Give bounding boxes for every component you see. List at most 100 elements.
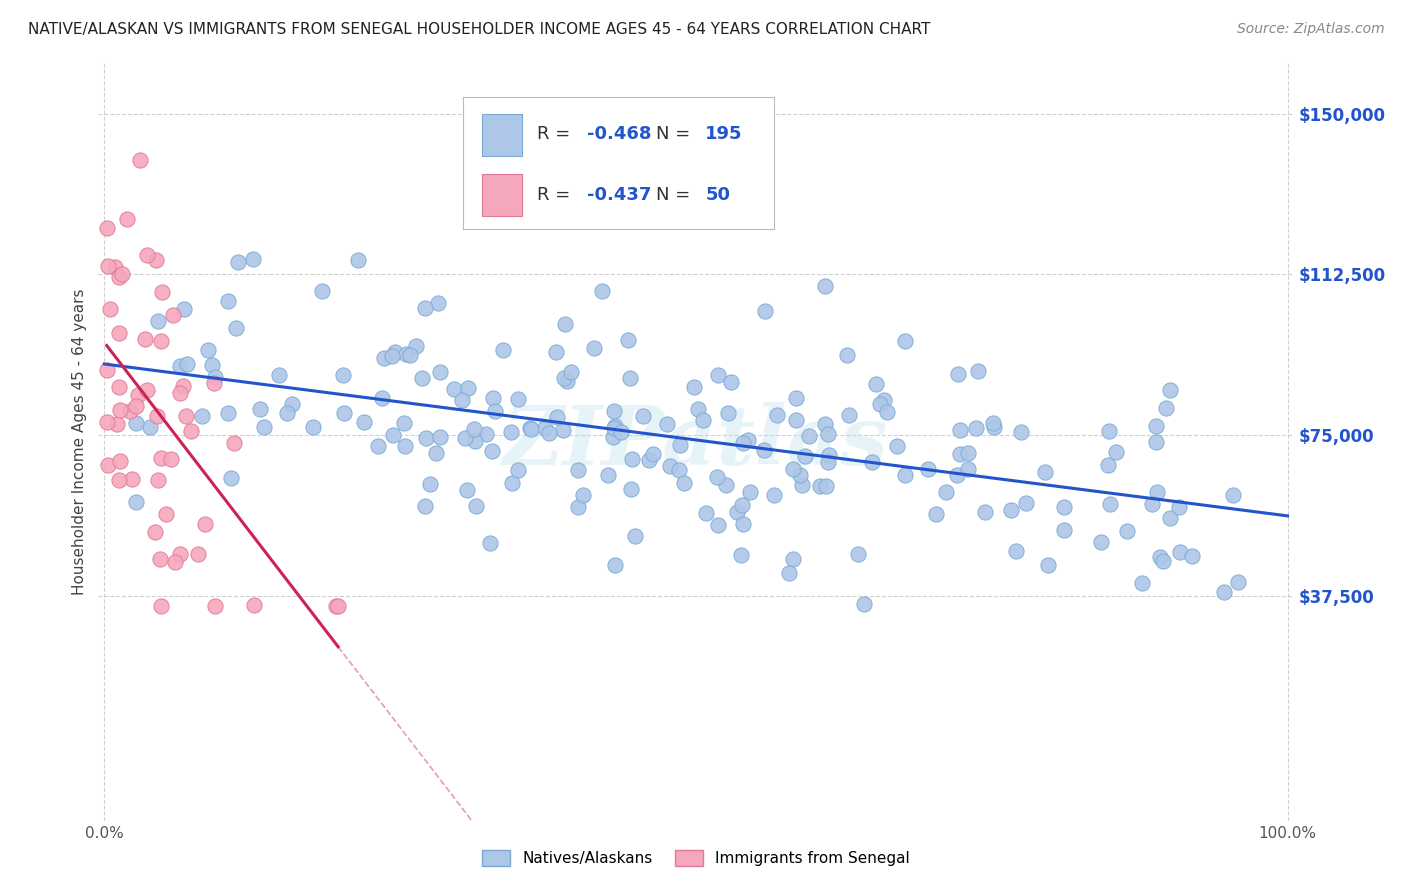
- Point: [731, 498, 754, 512]
- Point: [754, 304, 776, 318]
- Point: [367, 440, 389, 454]
- Point: [169, 385, 191, 400]
- Point: [311, 284, 333, 298]
- Point: [395, 347, 418, 361]
- Point: [135, 248, 157, 262]
- Point: [737, 434, 759, 448]
- Point: [415, 431, 437, 445]
- Point: [893, 468, 915, 483]
- Point: [631, 409, 654, 423]
- Point: [948, 423, 970, 437]
- Point: [714, 478, 737, 492]
- Point: [605, 558, 627, 573]
- Point: [537, 426, 560, 441]
- Point: [128, 153, 150, 168]
- Point: [1146, 484, 1168, 499]
- Point: [219, 471, 242, 485]
- Point: [163, 555, 186, 569]
- Point: [197, 343, 219, 358]
- Point: [202, 376, 225, 390]
- Text: NATIVE/ALASKAN VS IMMIGRANTS FROM SENEGAL HOUSEHOLDER INCOME AGES 45 - 64 YEARS : NATIVE/ALASKAN VS IMMIGRANTS FROM SENEGA…: [28, 22, 931, 37]
- Point: [96, 415, 118, 429]
- Point: [1033, 465, 1056, 479]
- Point: [149, 334, 172, 348]
- Point: [860, 455, 883, 469]
- Point: [720, 375, 742, 389]
- Point: [226, 254, 249, 268]
- Point: [97, 259, 120, 273]
- Point: [668, 462, 690, 476]
- Point: [427, 296, 450, 310]
- Point: [1097, 424, 1119, 438]
- Point: [1152, 553, 1174, 567]
- Point: [688, 401, 710, 416]
- Point: [551, 423, 574, 437]
- Point: [799, 429, 821, 443]
- Point: [482, 391, 505, 405]
- Point: [443, 382, 465, 396]
- Point: [491, 343, 513, 358]
- Point: [1144, 419, 1167, 434]
- Point: [766, 409, 789, 423]
- Point: [894, 334, 917, 348]
- Point: [572, 488, 595, 502]
- Point: [935, 485, 957, 500]
- Point: [150, 285, 173, 299]
- Point: [567, 500, 589, 514]
- Point: [602, 430, 624, 444]
- Point: [1000, 503, 1022, 517]
- Point: [465, 500, 488, 514]
- Point: [96, 363, 118, 377]
- Point: [554, 317, 576, 331]
- Point: [413, 301, 436, 315]
- Point: [1227, 574, 1250, 589]
- Point: [669, 438, 692, 452]
- Point: [643, 447, 665, 461]
- Point: [146, 409, 169, 423]
- Point: [96, 221, 118, 235]
- Point: [146, 314, 169, 328]
- Point: [463, 422, 485, 436]
- Point: [1098, 497, 1121, 511]
- Point: [983, 419, 1005, 434]
- Point: [1053, 524, 1076, 538]
- Point: [1015, 496, 1038, 510]
- Point: [146, 473, 169, 487]
- Point: [187, 547, 209, 561]
- Point: [111, 267, 134, 281]
- Point: [838, 409, 860, 423]
- Point: [546, 345, 568, 359]
- Point: [346, 253, 368, 268]
- Point: [1168, 544, 1191, 558]
- Point: [782, 462, 804, 476]
- Point: [194, 517, 217, 532]
- Point: [865, 376, 887, 391]
- Point: [520, 422, 543, 436]
- Point: [405, 339, 427, 353]
- Point: [730, 548, 752, 562]
- Point: [419, 477, 441, 491]
- Point: [785, 392, 807, 406]
- Point: [149, 450, 172, 465]
- Point: [173, 301, 195, 316]
- Point: [619, 371, 641, 385]
- Point: [706, 368, 728, 382]
- Point: [499, 425, 522, 440]
- Point: [217, 293, 239, 308]
- Point: [752, 443, 775, 458]
- Point: [332, 406, 354, 420]
- Point: [484, 404, 506, 418]
- Point: [1090, 535, 1112, 549]
- Point: [169, 547, 191, 561]
- Point: [139, 420, 162, 434]
- Point: [519, 421, 541, 435]
- Point: [617, 333, 640, 347]
- Point: [174, 409, 197, 423]
- Point: [560, 365, 582, 379]
- Point: [457, 381, 479, 395]
- Point: [225, 321, 247, 335]
- Point: [738, 484, 761, 499]
- Point: [127, 387, 149, 401]
- Point: [110, 403, 132, 417]
- Point: [332, 368, 354, 382]
